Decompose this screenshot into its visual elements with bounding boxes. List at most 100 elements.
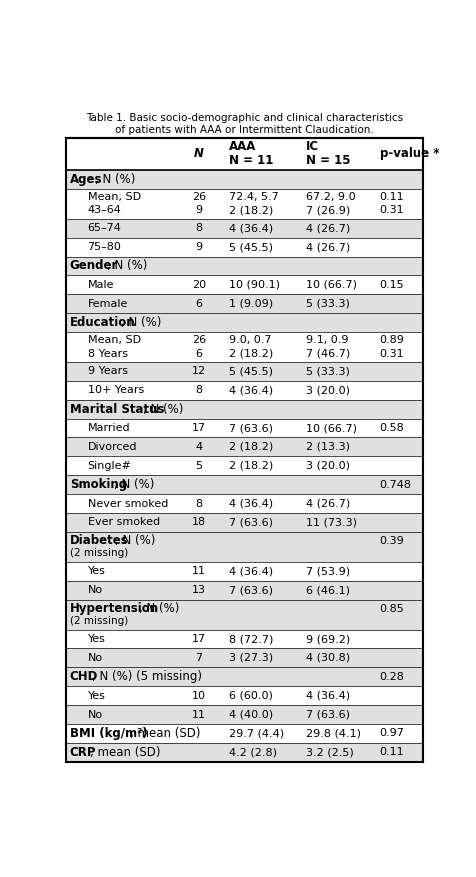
Text: 7 (63.6): 7 (63.6) bbox=[306, 709, 349, 719]
Bar bbox=[66, 438, 422, 456]
Text: 0.748: 0.748 bbox=[379, 480, 411, 489]
Text: 0.97: 0.97 bbox=[379, 729, 404, 738]
Text: Ages: Ages bbox=[69, 173, 102, 186]
Text: 5 (45.5): 5 (45.5) bbox=[228, 242, 272, 252]
Text: 11 (73.3): 11 (73.3) bbox=[306, 517, 357, 527]
Bar bbox=[66, 313, 422, 332]
Text: 11: 11 bbox=[192, 709, 206, 719]
Text: Yes: Yes bbox=[87, 691, 105, 701]
Text: 9: 9 bbox=[195, 242, 202, 252]
Text: 4 (36.4): 4 (36.4) bbox=[228, 224, 272, 233]
Text: 6 (46.1): 6 (46.1) bbox=[306, 585, 349, 595]
Bar bbox=[66, 513, 422, 531]
Text: 7 (26.9): 7 (26.9) bbox=[306, 205, 349, 216]
Text: 7 (63.6): 7 (63.6) bbox=[228, 517, 272, 527]
Bar bbox=[66, 581, 422, 600]
Text: 3.2 (2.5): 3.2 (2.5) bbox=[306, 747, 353, 757]
Bar bbox=[66, 332, 422, 362]
Bar bbox=[66, 219, 422, 238]
Text: BMI (kg/m²): BMI (kg/m²) bbox=[69, 727, 147, 740]
Bar bbox=[66, 630, 422, 648]
Text: 7 (63.6): 7 (63.6) bbox=[228, 585, 272, 595]
Text: No: No bbox=[87, 652, 102, 663]
Text: , N (%): , N (%) bbox=[115, 534, 155, 547]
Text: , N (%): , N (%) bbox=[120, 316, 160, 329]
Text: Mean, SD: Mean, SD bbox=[87, 192, 140, 203]
Text: 2 (13.3): 2 (13.3) bbox=[306, 442, 349, 452]
Text: Yes: Yes bbox=[87, 634, 105, 644]
Bar bbox=[66, 743, 422, 761]
Text: 4.2 (2.8): 4.2 (2.8) bbox=[228, 747, 276, 757]
Text: Male: Male bbox=[87, 280, 114, 289]
Text: Mean, SD: Mean, SD bbox=[87, 335, 140, 346]
Text: 5: 5 bbox=[195, 460, 202, 471]
Text: No: No bbox=[87, 709, 102, 719]
Text: 4 (26.7): 4 (26.7) bbox=[306, 242, 349, 252]
Text: 17: 17 bbox=[192, 423, 206, 433]
Text: 17: 17 bbox=[192, 634, 206, 644]
Text: Marital Status: Marital Status bbox=[69, 403, 164, 416]
Text: Table 1. Basic socio-demographic and clinical characteristics: Table 1. Basic socio-demographic and cli… bbox=[86, 113, 402, 123]
Text: 9.1, 0.9: 9.1, 0.9 bbox=[306, 335, 348, 346]
Text: 10+ Years: 10+ Years bbox=[87, 385, 143, 396]
Text: 11: 11 bbox=[192, 567, 206, 576]
Text: Never smoked: Never smoked bbox=[87, 498, 168, 509]
Text: 6: 6 bbox=[195, 349, 202, 359]
Bar bbox=[66, 562, 422, 581]
Bar bbox=[66, 170, 422, 189]
Text: N = 11: N = 11 bbox=[228, 154, 272, 168]
Text: 4 (30.8): 4 (30.8) bbox=[306, 652, 349, 663]
Text: 26: 26 bbox=[192, 192, 206, 203]
Text: Gender: Gender bbox=[69, 260, 118, 273]
Text: 4 (36.4): 4 (36.4) bbox=[228, 385, 272, 396]
Text: Yes: Yes bbox=[87, 567, 105, 576]
Text: 4 (36.4): 4 (36.4) bbox=[228, 498, 272, 509]
Bar bbox=[66, 400, 422, 418]
Text: 1 (9.09): 1 (9.09) bbox=[228, 299, 272, 309]
Text: 18: 18 bbox=[192, 517, 206, 527]
Text: N = 15: N = 15 bbox=[306, 154, 350, 168]
Text: , N (%): , N (%) bbox=[95, 173, 135, 186]
Bar bbox=[66, 138, 422, 170]
Text: 4 (40.0): 4 (40.0) bbox=[228, 709, 272, 719]
Text: 67.2, 9.0: 67.2, 9.0 bbox=[306, 192, 355, 203]
Text: 9 Years: 9 Years bbox=[87, 367, 127, 376]
Text: 8: 8 bbox=[195, 224, 202, 233]
Text: 2 (18.2): 2 (18.2) bbox=[228, 442, 272, 452]
Text: (2 missing): (2 missing) bbox=[69, 548, 128, 559]
Text: 10: 10 bbox=[192, 691, 206, 701]
Text: 0.11: 0.11 bbox=[379, 192, 404, 203]
Bar bbox=[66, 189, 422, 219]
Text: Diabetes: Diabetes bbox=[69, 534, 128, 547]
Text: 5 (33.3): 5 (33.3) bbox=[306, 367, 349, 376]
Text: 0.85: 0.85 bbox=[379, 603, 404, 614]
Text: 2 (18.2): 2 (18.2) bbox=[228, 349, 272, 359]
Text: 0.89: 0.89 bbox=[379, 335, 404, 346]
Bar bbox=[66, 667, 422, 686]
Text: 72.4, 5.7: 72.4, 5.7 bbox=[228, 192, 278, 203]
Text: 2 (18.2): 2 (18.2) bbox=[228, 205, 272, 216]
Bar bbox=[66, 724, 422, 743]
Text: 4 (36.4): 4 (36.4) bbox=[228, 567, 272, 576]
Text: 7 (63.6): 7 (63.6) bbox=[228, 423, 272, 433]
Bar bbox=[66, 494, 422, 513]
Text: CRP: CRP bbox=[69, 745, 96, 759]
Text: 0.15: 0.15 bbox=[379, 280, 404, 289]
Text: 0.11: 0.11 bbox=[379, 747, 404, 757]
Text: 7: 7 bbox=[195, 652, 202, 663]
Text: 0.31: 0.31 bbox=[379, 205, 404, 216]
Text: , N (%): , N (%) bbox=[107, 260, 147, 273]
Text: 4 (36.4): 4 (36.4) bbox=[306, 691, 349, 701]
Bar bbox=[66, 600, 422, 630]
Text: IC: IC bbox=[306, 140, 318, 153]
Text: CHD: CHD bbox=[69, 670, 98, 683]
Bar bbox=[66, 257, 422, 275]
Text: , N (%): , N (%) bbox=[114, 478, 154, 491]
Text: 6 (60.0): 6 (60.0) bbox=[228, 691, 272, 701]
Text: Married: Married bbox=[87, 423, 130, 433]
Text: Education: Education bbox=[69, 316, 135, 329]
Text: , mean (SD): , mean (SD) bbox=[90, 745, 160, 759]
Text: , N (%): , N (%) bbox=[142, 403, 183, 416]
Text: 3 (27.3): 3 (27.3) bbox=[228, 652, 272, 663]
Text: 20: 20 bbox=[192, 280, 206, 289]
